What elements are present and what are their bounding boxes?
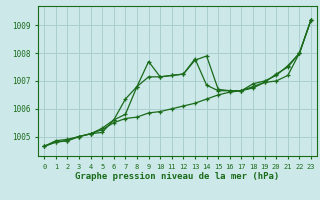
X-axis label: Graphe pression niveau de la mer (hPa): Graphe pression niveau de la mer (hPa) xyxy=(76,172,280,181)
